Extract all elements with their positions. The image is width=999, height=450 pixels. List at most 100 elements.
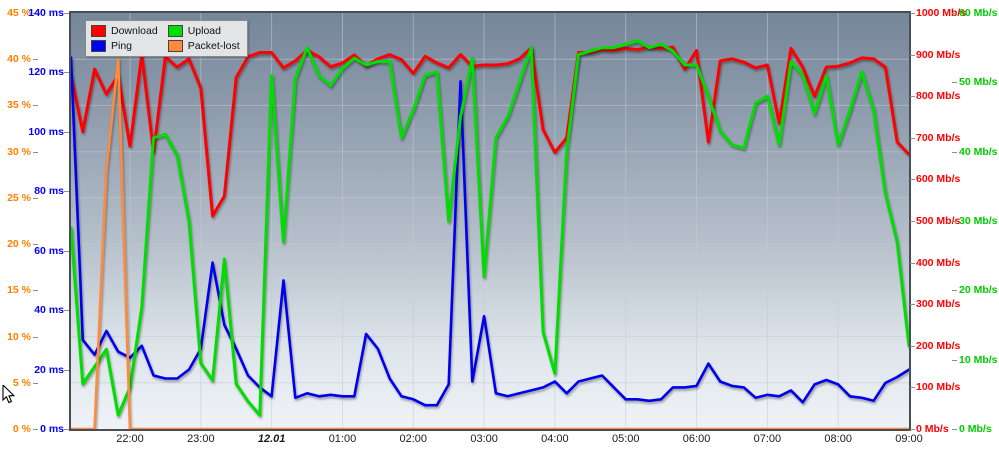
tick-mark — [910, 54, 915, 56]
tick-mark — [910, 345, 915, 347]
x-tick-time: 08:00 — [824, 433, 852, 445]
tick-mark — [33, 105, 38, 107]
tick-mark — [33, 382, 38, 384]
legend-item-upload: Upload — [167, 25, 240, 37]
y-tick-mbps60: 30 Mb/s — [959, 215, 998, 227]
legend-swatch-icon — [91, 40, 106, 52]
plot-area — [69, 11, 911, 431]
y-tick-percent: 30 % — [7, 145, 31, 158]
x-tick-time: 07:00 — [753, 433, 782, 445]
y-tick-percent: 5 % — [12, 376, 31, 389]
y-tick-percent: 15 % — [7, 284, 31, 297]
legend-swatch-icon — [167, 40, 183, 52]
legend-label: Upload — [187, 25, 221, 37]
tick-mark — [952, 221, 957, 222]
tick-mark — [64, 369, 69, 371]
tick-mark — [33, 336, 38, 338]
tick-mark — [33, 13, 38, 14]
tick-mark — [952, 13, 957, 14]
tick-mark — [33, 244, 38, 246]
y-tick-ms: 120 ms — [28, 66, 64, 79]
ping-line — [71, 56, 909, 407]
tick-mark — [952, 359, 957, 361]
tick-mark — [33, 290, 38, 292]
y-tick-ms: 20 ms — [34, 363, 64, 376]
x-tick-time: 05:00 — [611, 433, 640, 445]
y-tick-percent: 10 % — [7, 330, 31, 343]
x-tick-time: 01:00 — [328, 433, 357, 445]
tick-mark — [910, 429, 915, 430]
x-tick-date: 12.01 — [257, 433, 286, 445]
legend-item-download: Download — [91, 25, 158, 37]
y-tick-mbps60: 40 Mb/s — [959, 145, 998, 158]
tick-mark — [952, 82, 957, 84]
download-line — [71, 45, 909, 218]
tick-mark — [64, 191, 69, 193]
tick-mark — [952, 290, 957, 292]
y-tick-mbps1000: 900 Mb/s — [916, 48, 961, 61]
y-tick-mbps1000: 500 Mb/s — [916, 215, 961, 227]
x-tick-time: 02:00 — [399, 433, 428, 445]
tick-mark — [910, 179, 915, 181]
y-tick-mbps60: 60 Mb/s — [959, 7, 998, 19]
y-tick-mbps1000: 300 Mb/s — [916, 298, 961, 311]
chart-canvas — [71, 13, 909, 429]
tick-mark — [910, 304, 915, 306]
tick-mark — [64, 72, 69, 74]
x-tick-time: 06:00 — [682, 433, 711, 445]
legend-item-ping: Ping — [91, 40, 158, 52]
tick-mark — [64, 310, 69, 312]
y-tick-ms: 80 ms — [34, 185, 64, 198]
y-tick-percent: 0 % — [12, 423, 31, 435]
tick-mark — [64, 429, 69, 430]
tick-mark — [64, 13, 69, 14]
tick-mark — [952, 151, 957, 153]
y-tick-mbps60: 0 Mb/s — [959, 423, 992, 435]
legend-item-packet-lost: Packet-lost — [167, 40, 240, 52]
tick-mark — [64, 250, 69, 252]
tick-mark — [33, 429, 38, 430]
legend-swatch-icon — [91, 25, 106, 37]
y-tick-percent: 25 % — [7, 191, 31, 204]
y-tick-ms: 140 ms — [28, 7, 64, 19]
y-tick-mbps1000: 600 Mb/s — [916, 173, 961, 186]
tick-mark — [910, 96, 915, 98]
y-tick-mbps60: 10 Mb/s — [959, 353, 998, 366]
tick-mark — [910, 13, 915, 14]
y-tick-mbps1000: 400 Mb/s — [916, 256, 961, 269]
legend-label: Packet-lost — [187, 40, 240, 52]
y-tick-ms: 40 ms — [34, 304, 64, 317]
y-tick-ms: 0 ms — [40, 423, 64, 435]
tick-mark — [64, 131, 69, 133]
y-tick-mbps1000: 200 Mb/s — [916, 339, 961, 352]
x-tick-time: 22:00 — [116, 433, 144, 445]
legend-label: Download — [111, 25, 158, 37]
x-tick-time: 03:00 — [470, 433, 498, 445]
y-tick-mbps1000: 700 Mb/s — [916, 131, 961, 144]
tick-mark — [910, 221, 915, 222]
legend-swatch-icon — [167, 25, 183, 37]
x-tick-time: 04:00 — [541, 433, 569, 445]
y-tick-ms: 60 ms — [34, 244, 64, 257]
y-tick-percent: 20 % — [7, 238, 31, 251]
y-tick-percent: 45 % — [7, 7, 31, 19]
y-tick-mbps1000: 800 Mb/s — [916, 90, 961, 103]
tick-mark — [33, 151, 38, 153]
tick-mark — [952, 429, 957, 430]
y-tick-percent: 40 % — [7, 53, 31, 66]
tick-mark — [33, 197, 38, 199]
y-tick-mbps60: 50 Mb/s — [959, 76, 998, 89]
mouse-pointer-icon — [2, 383, 16, 410]
y-tick-percent: 35 % — [7, 99, 31, 112]
y-tick-ms: 100 ms — [28, 125, 64, 138]
tick-mark — [910, 262, 915, 264]
legend-label: Ping — [111, 40, 133, 52]
y-tick-mbps60: 20 Mb/s — [959, 284, 998, 297]
upload-line — [71, 39, 909, 417]
tick-mark — [910, 387, 915, 389]
chart-legend: Download Upload Ping Packet-lost — [85, 20, 248, 57]
tick-mark — [910, 137, 915, 139]
y-tick-mbps1000: 1000 Mb/s — [916, 7, 967, 19]
y-tick-mbps1000: 0 Mb/s — [916, 423, 949, 435]
